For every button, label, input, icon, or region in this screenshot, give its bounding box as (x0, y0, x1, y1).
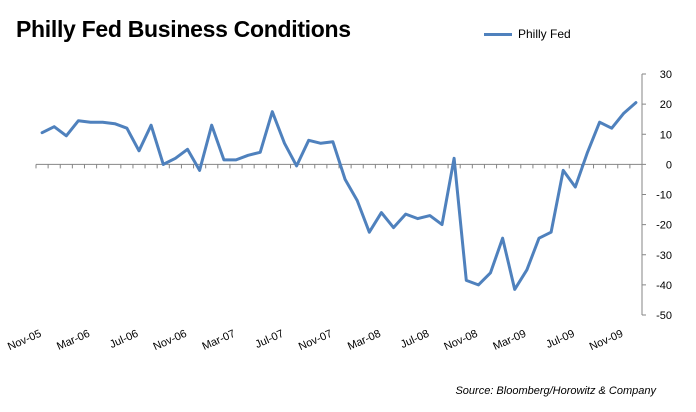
data-point (89, 121, 92, 124)
data-point (319, 142, 322, 145)
x-tick-label: Mar-06 (55, 328, 92, 353)
data-point (440, 223, 444, 226)
data-point (574, 185, 577, 189)
y-tick-label: -30 (656, 250, 672, 262)
data-point (610, 127, 613, 130)
data-point (259, 151, 262, 154)
data-point (162, 163, 165, 166)
series-line-philly-fed (40, 101, 638, 291)
data-point (634, 101, 638, 104)
data-point (477, 283, 480, 287)
data-point (53, 125, 56, 128)
data-point (137, 149, 141, 152)
data-point (307, 139, 310, 142)
data-point (549, 231, 553, 234)
data-point (125, 127, 129, 130)
data-point (186, 148, 189, 151)
data-point (622, 112, 625, 115)
data-point (295, 164, 298, 168)
y-tick-label: -20 (656, 220, 672, 232)
data-point (77, 119, 80, 122)
data-point (465, 279, 468, 282)
x-tick-label: Mar-07 (200, 328, 237, 353)
data-point (525, 268, 529, 271)
data-point (271, 110, 274, 113)
data-point (283, 142, 286, 145)
legend-swatch (484, 32, 512, 36)
data-point (598, 121, 601, 124)
data-point (562, 169, 565, 172)
data-point (501, 237, 504, 240)
y-tick-label: 10 (660, 129, 672, 141)
data-point (356, 199, 359, 202)
data-point (416, 217, 419, 220)
x-tick-label: Nov-05 (6, 328, 43, 353)
y-tick-label: -50 (656, 310, 672, 322)
data-point (65, 134, 68, 137)
data-point (198, 169, 201, 172)
x-tick-label: Mar-09 (491, 328, 528, 353)
data-point (101, 121, 104, 124)
x-tick-label: Mar-08 (346, 328, 383, 353)
data-point (452, 157, 456, 160)
data-point (380, 211, 383, 214)
data-point (489, 271, 492, 274)
data-point (234, 158, 238, 162)
data-point (343, 178, 347, 181)
x-tick-label: Nov-07 (297, 328, 334, 353)
x-tick-label: Nov-09 (588, 328, 625, 353)
x-tick-label: Jul-09 (544, 328, 576, 351)
data-point (113, 122, 117, 125)
y-tick-label: 30 (660, 69, 672, 81)
y-tick-label: -40 (656, 280, 672, 292)
x-tick-label: Jul-07 (253, 328, 285, 351)
data-point (222, 158, 226, 162)
y-tick-label: 20 (660, 99, 672, 111)
data-point (586, 151, 589, 154)
x-tick-label: Nov-06 (151, 328, 188, 353)
data-point (149, 124, 153, 127)
data-point (40, 131, 44, 134)
chart-title: Philly Fed Business Conditions (16, 16, 351, 42)
data-point (404, 212, 407, 216)
legend-label: Philly Fed (518, 27, 571, 41)
data-point (428, 214, 432, 217)
data-point (210, 124, 213, 127)
data-point (513, 288, 516, 291)
source-note: Source: Bloomberg/Horowitz & Company (455, 385, 656, 397)
x-tick-label: Jul-08 (399, 328, 431, 351)
data-point (331, 140, 335, 143)
x-tick-label: Nov-08 (442, 328, 479, 353)
x-tick-label: Jul-06 (108, 328, 140, 351)
data-point (174, 157, 177, 160)
data-point (368, 231, 371, 234)
legend: Philly Fed (484, 27, 571, 41)
data-point (392, 226, 395, 229)
y-tick-label: -10 (656, 190, 672, 202)
data-point (246, 154, 250, 157)
y-tick-label: 0 (666, 159, 672, 171)
data-point (537, 237, 541, 240)
